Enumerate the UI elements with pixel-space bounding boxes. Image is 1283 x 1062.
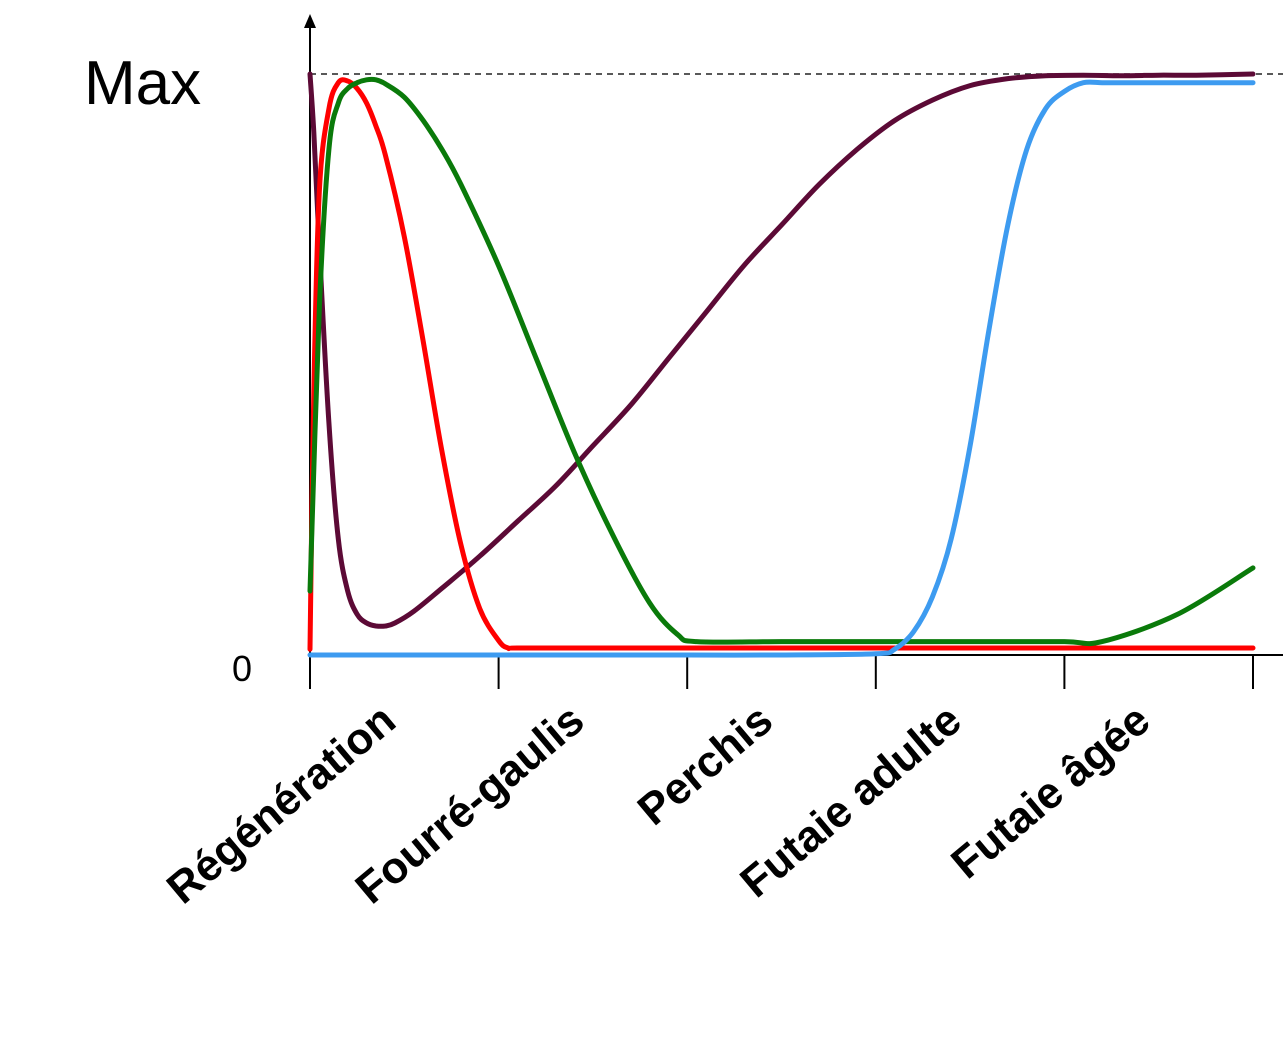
series-line-3 bbox=[307, 79, 1256, 658]
x-tick-label: Perchis bbox=[629, 695, 782, 835]
y-axis-arrowhead bbox=[304, 14, 316, 28]
x-ticks bbox=[309, 655, 1254, 689]
series-group bbox=[307, 71, 1256, 658]
y-tick-label-zero: 0 bbox=[232, 648, 252, 689]
series-line-2 bbox=[307, 76, 1256, 647]
series-line-0 bbox=[307, 71, 1256, 629]
y-tick-label-max: Max bbox=[84, 49, 201, 118]
series-line-1 bbox=[307, 77, 1256, 652]
axes bbox=[304, 14, 1283, 656]
x-tick-label: Futaie âgée bbox=[942, 695, 1159, 888]
